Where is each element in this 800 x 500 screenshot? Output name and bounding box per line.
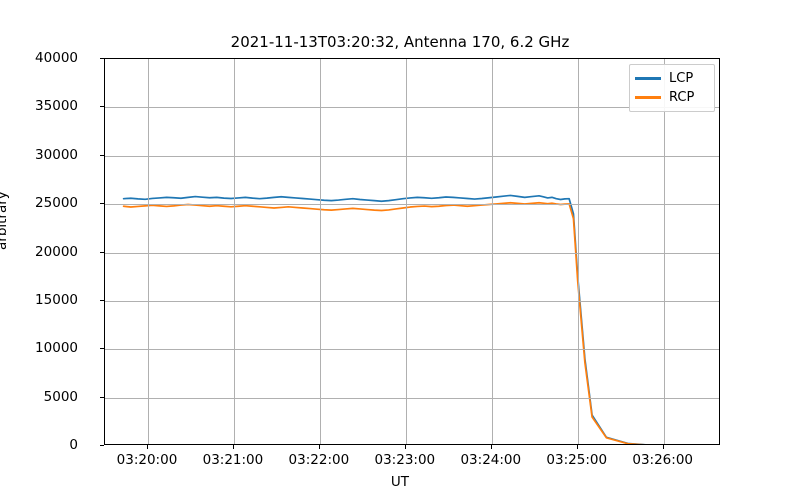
legend-label: LCP <box>669 71 694 86</box>
y-tick-label: 30000 <box>35 146 78 163</box>
y-tick-mark <box>100 203 104 205</box>
x-tick-label: 03:21:00 <box>202 452 264 468</box>
legend-item-rcp: RCP <box>635 88 709 107</box>
data-line-rcp <box>122 201 645 444</box>
legend: LCP RCP <box>629 64 715 112</box>
legend-swatch-lcp <box>635 77 661 80</box>
gridline-horizontal <box>105 349 719 351</box>
data-line-lcp <box>122 194 646 444</box>
y-tick-label: 0 <box>69 437 78 453</box>
gridline-horizontal <box>105 252 719 254</box>
y-tick-mark <box>100 154 104 156</box>
gridline-horizontal <box>105 204 719 206</box>
x-tick-label: 03:20:00 <box>116 452 178 468</box>
x-tick-mark <box>576 445 578 449</box>
legend-label: RCP <box>669 90 695 105</box>
y-tick-mark <box>100 396 104 398</box>
gridline-vertical <box>577 59 579 444</box>
y-tick-mark <box>100 251 104 253</box>
y-tick-label: 10000 <box>35 340 78 357</box>
gridline-vertical <box>663 59 665 444</box>
legend-swatch-rcp <box>635 96 661 99</box>
y-tick-label: 20000 <box>35 243 78 260</box>
gridline-vertical <box>319 59 321 444</box>
x-tick-mark <box>318 445 320 449</box>
x-tick-mark <box>404 445 406 449</box>
plot-area <box>104 58 720 445</box>
y-tick-label: 40000 <box>35 50 78 66</box>
x-tick-mark <box>662 445 664 449</box>
y-tick-mark <box>100 348 104 350</box>
x-tick-mark <box>232 445 235 449</box>
x-tick-label: 03:22:00 <box>288 452 350 468</box>
x-tick-label: 03:23:00 <box>374 452 436 468</box>
gridline-horizontal <box>105 300 719 302</box>
chart-title: 2021-11-13T03:20:32, Antenna 170, 6.2 GH… <box>230 33 570 51</box>
y-tick-label: 15000 <box>35 291 78 308</box>
y-tick-mark <box>100 445 104 447</box>
x-tick-label: 03:24:00 <box>460 452 522 468</box>
x-tick-mark <box>490 445 492 449</box>
gridline-horizontal <box>105 107 719 109</box>
gridline-horizontal <box>105 155 719 157</box>
y-tick-label: 25000 <box>35 195 78 212</box>
y-tick-mark <box>100 106 104 108</box>
gridline-vertical <box>491 59 493 444</box>
x-axis-label: UT <box>390 474 410 490</box>
y-tick-label: 5000 <box>43 388 78 405</box>
y-tick-mark <box>100 58 104 60</box>
legend-rows: LCP RCP <box>635 69 709 107</box>
gridline-horizontal <box>105 397 719 399</box>
x-tick-label: 03:26:00 <box>632 452 694 468</box>
legend-item-lcp: LCP <box>635 69 709 88</box>
gridline-vertical <box>233 59 235 444</box>
y-tick-label: 35000 <box>35 98 78 115</box>
y-tick-mark <box>100 299 104 301</box>
gridline-vertical <box>147 59 149 444</box>
y-axis-label: arbitrary <box>0 191 10 250</box>
x-tick-mark <box>146 445 149 449</box>
x-tick-label: 03:25:00 <box>546 452 608 468</box>
gridline-vertical <box>405 59 407 444</box>
